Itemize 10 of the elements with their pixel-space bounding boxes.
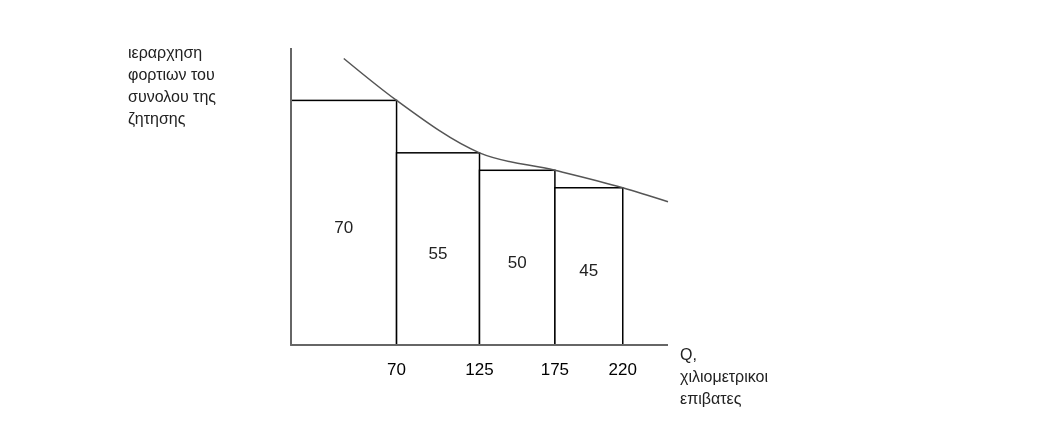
data-label: 70 [334, 217, 354, 237]
x-tick-label: 70 [387, 360, 407, 379]
x-tick-label: 220 [608, 360, 637, 379]
x-tick-label: 175 [540, 360, 570, 379]
data-label: 45 [579, 261, 599, 281]
data-label: 50 [507, 252, 527, 272]
x-axis-title: Q, χιλιομετρικοι επιβατες [680, 346, 769, 407]
y-axis-title: ιεραρχηση φορτιων του συνολου της ζητησης [128, 44, 217, 128]
x-tick-label: 125 [465, 360, 494, 379]
data-label: 55 [428, 243, 448, 263]
